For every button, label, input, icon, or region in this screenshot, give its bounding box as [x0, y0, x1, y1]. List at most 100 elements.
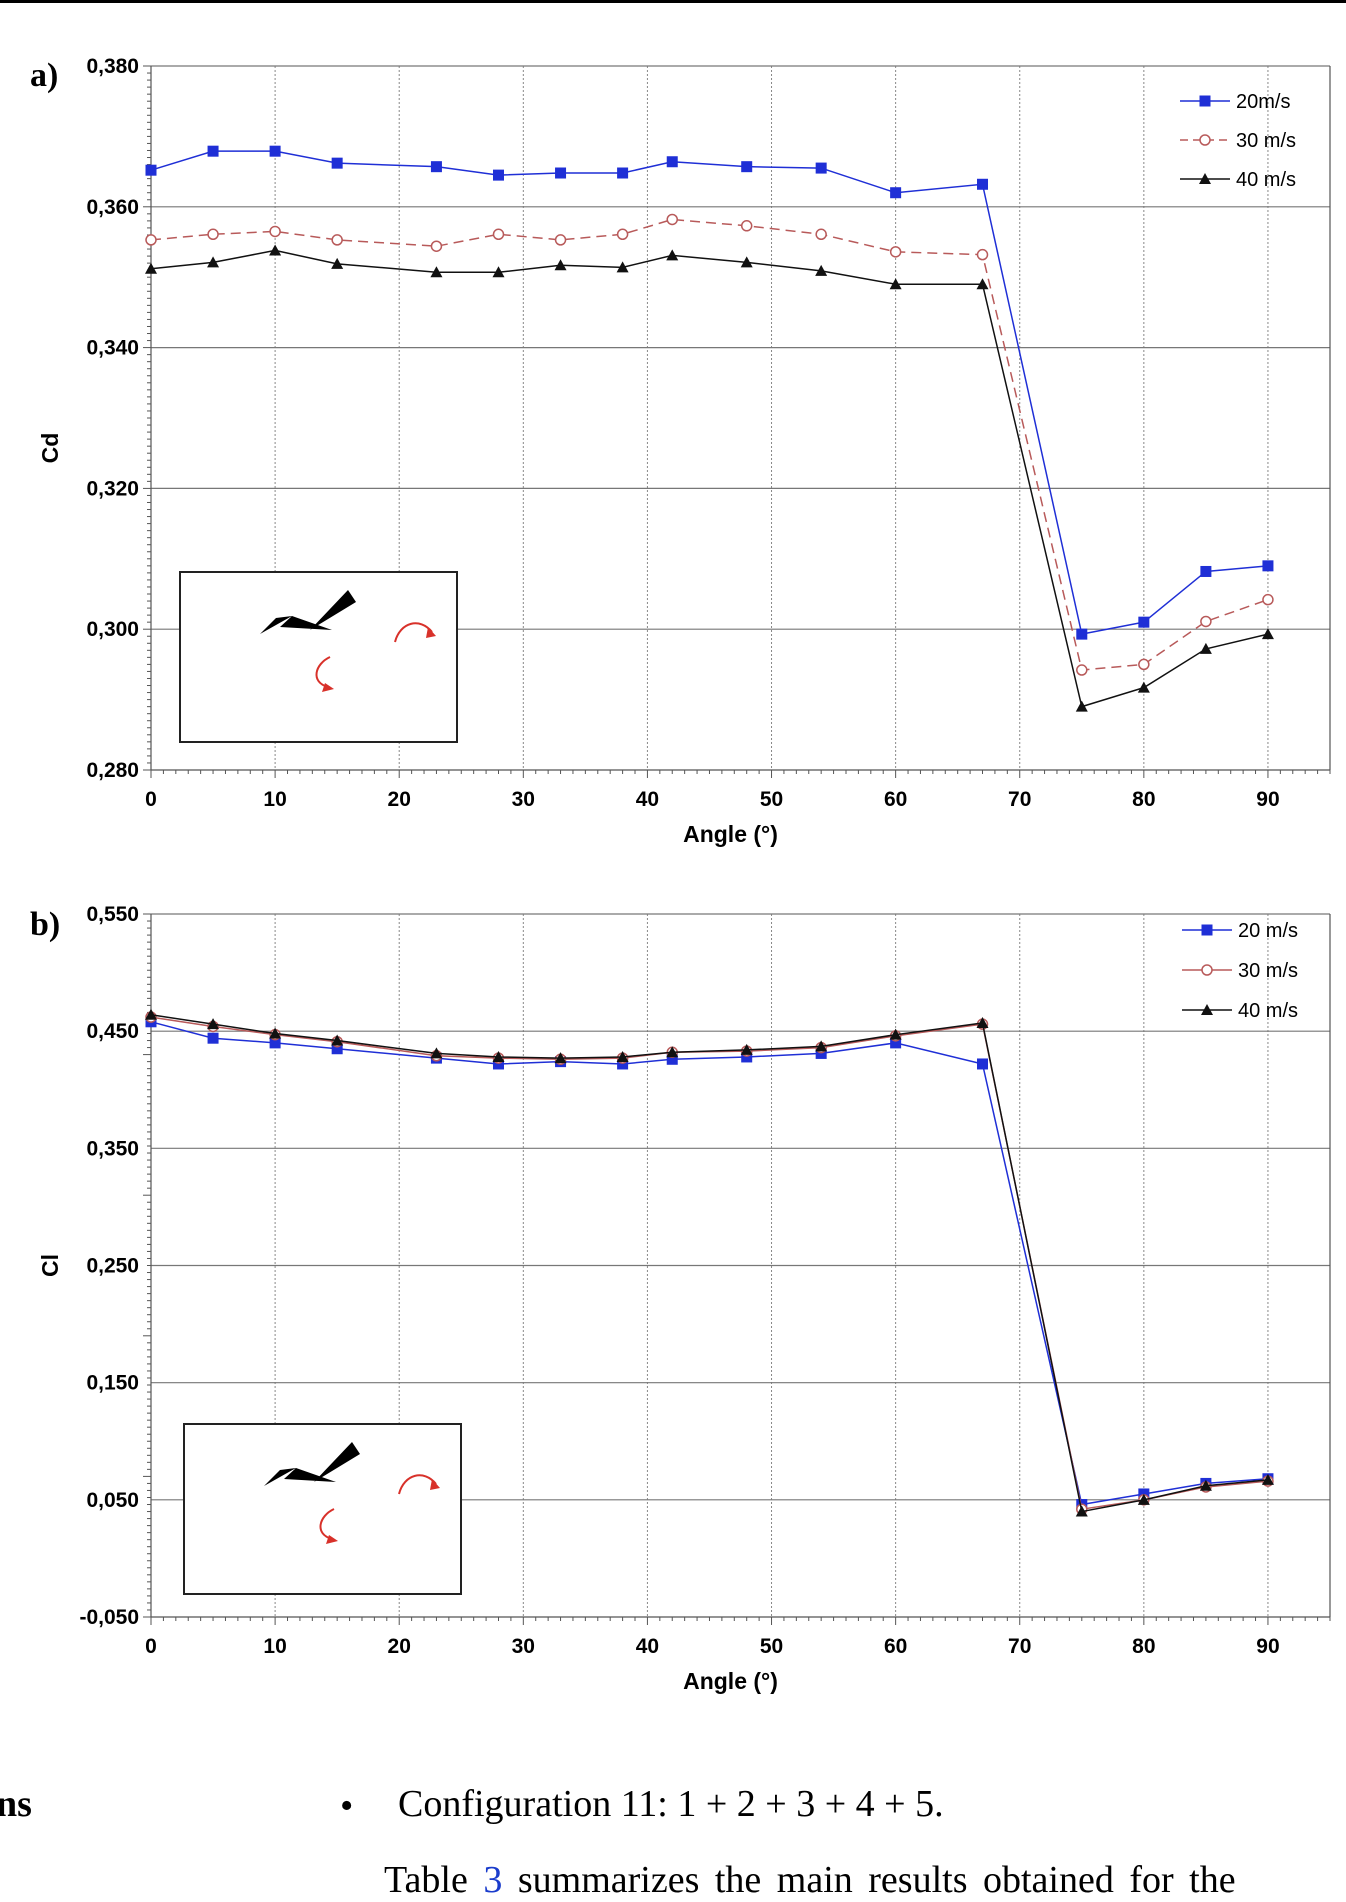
inset-frame	[183, 1423, 462, 1595]
y-axis-title: Cl	[37, 1254, 63, 1277]
series-2-point	[207, 228, 219, 241]
series-2-point	[666, 213, 678, 226]
series-3-point	[269, 244, 282, 256]
x-tick-label: 70	[1008, 788, 1031, 811]
legend-marker-2	[1199, 134, 1211, 146]
legend-label-1: 20 m/s	[1238, 920, 1298, 942]
chart-panel-b: 0 10 20 30 40 50 60 70 80 90 -0,050 0,050 0,150 0,250…	[30, 903, 1331, 1694]
series-1-point	[1200, 565, 1212, 577]
legend-marker-1	[1201, 924, 1213, 936]
y-tick-label: 0,360	[86, 196, 139, 219]
x-axis-title: Angle (°)	[683, 821, 778, 847]
series-3-point	[1075, 1505, 1088, 1517]
series-1-point	[331, 1043, 343, 1055]
series-3-point	[269, 1027, 282, 1039]
series-1-point	[815, 162, 827, 174]
legend-label-2: 30 m/s	[1236, 130, 1296, 152]
inset-box-diagram	[179, 571, 458, 743]
series-1-point	[492, 169, 504, 181]
x-tick-label: 70	[1008, 1635, 1031, 1658]
series-3-point	[145, 1008, 157, 1020]
series-1-point	[207, 145, 219, 157]
y-tick-label: 0,320	[86, 477, 139, 500]
legend-marker-3	[1201, 1004, 1213, 1015]
legend-label-1: 20m/s	[1236, 91, 1290, 113]
panel-label: b)	[30, 906, 60, 943]
x-tick-label: 20	[388, 1635, 411, 1658]
series-2-point	[331, 234, 343, 246]
x-tick-label: 30	[512, 788, 535, 811]
x-tick-label: 30	[512, 1635, 535, 1658]
y-tick-label: 0,150	[86, 1372, 139, 1395]
series-2-point	[145, 234, 157, 246]
series-3-point	[815, 264, 828, 276]
inset-frame	[179, 571, 458, 743]
series-1-point	[666, 1053, 678, 1065]
x-tick-label: 10	[263, 788, 286, 811]
series-3-point	[1137, 681, 1150, 693]
series-2-point	[554, 234, 567, 246]
y-axis-title: Cd	[37, 433, 63, 464]
series-2-point	[1262, 593, 1274, 606]
x-tick-label: 50	[760, 1635, 783, 1658]
x-tick-label: 90	[1256, 1635, 1279, 1658]
series-1-point	[741, 1051, 753, 1063]
chart-panel-a: 0 10 20 30 40 50 60 70 80 90 0,280 0,300 0,320 0,340 0…	[30, 55, 1331, 847]
series-1-point	[1076, 628, 1088, 640]
y-tick-label: 0,300	[86, 618, 139, 641]
series-3-point	[889, 278, 902, 290]
series-3-point	[554, 1052, 567, 1064]
x-tick-label: 80	[1132, 788, 1155, 811]
series-1-point	[890, 1037, 902, 1049]
x-tick-label: 0	[145, 1635, 157, 1658]
x-tick-label: 80	[1132, 1635, 1155, 1658]
table-3-link[interactable]: 3	[483, 1859, 503, 1901]
series-1-point	[666, 156, 678, 168]
series-1-point	[1262, 560, 1274, 572]
series-3-point	[207, 1018, 220, 1030]
paragraph-suffix: summarizes the main results obtained for…	[502, 1859, 1236, 1901]
inset-arrowhead-left	[322, 683, 334, 692]
series-1-point	[207, 1032, 219, 1044]
series-3-point	[1199, 642, 1212, 654]
y-tick-label: -0,050	[79, 1606, 139, 1629]
series-3-point	[492, 266, 505, 278]
y-tick-label: 0,250	[86, 1255, 139, 1278]
x-axis-title: Angle (°)	[683, 1668, 778, 1694]
series-3-point	[430, 1047, 443, 1059]
series-3-point	[976, 278, 989, 290]
series-1-point	[269, 145, 281, 157]
series-1-point	[269, 1037, 281, 1049]
inset-arrowhead-left	[326, 1535, 338, 1544]
x-tick-label: 60	[884, 1635, 907, 1658]
legend-label-3: 40 m/s	[1236, 169, 1296, 191]
series-3-point	[740, 256, 753, 268]
series-3-point	[666, 249, 679, 261]
series-3-point	[740, 1043, 753, 1055]
top-rule	[0, 0, 1346, 3]
x-tick-label: 0	[145, 788, 157, 811]
inset-arrowhead-right	[426, 627, 436, 638]
series-1-point	[331, 157, 343, 169]
series-1-point	[430, 161, 442, 173]
series-1-point	[977, 178, 989, 190]
paragraph-line: Table 3 summarizes the main results obta…	[384, 1858, 1236, 1902]
series-3-point	[666, 1046, 679, 1058]
y-tick-label: 0,550	[86, 903, 139, 926]
series-1-point	[815, 1047, 827, 1059]
series-3-point	[815, 1040, 828, 1052]
configuration-line: Configuration 11: 1 + 2 + 3 + 4 + 5.	[398, 1783, 944, 1825]
series-3-point	[976, 1016, 989, 1028]
legend-marker-1	[1199, 95, 1211, 107]
series-2-point	[889, 246, 902, 258]
legend-marker-3	[1199, 173, 1211, 184]
series-2-point	[269, 225, 281, 238]
y-tick-label: 0,280	[86, 759, 139, 782]
series-3-point	[1137, 1493, 1150, 1505]
series-2-point	[976, 248, 989, 261]
series-1-point	[555, 167, 567, 179]
x-tick-label: 90	[1256, 788, 1279, 811]
series-3-point	[145, 262, 157, 274]
legend-label-2: 30 m/s	[1238, 960, 1298, 982]
series-1-point	[492, 1058, 504, 1070]
